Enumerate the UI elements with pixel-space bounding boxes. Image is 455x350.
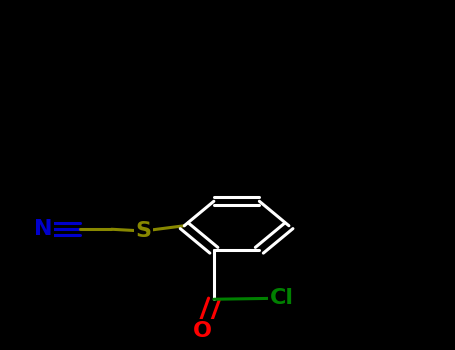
Text: N: N [34, 219, 52, 239]
Text: O: O [193, 321, 212, 341]
Text: S: S [135, 221, 152, 241]
Text: Cl: Cl [270, 288, 294, 308]
